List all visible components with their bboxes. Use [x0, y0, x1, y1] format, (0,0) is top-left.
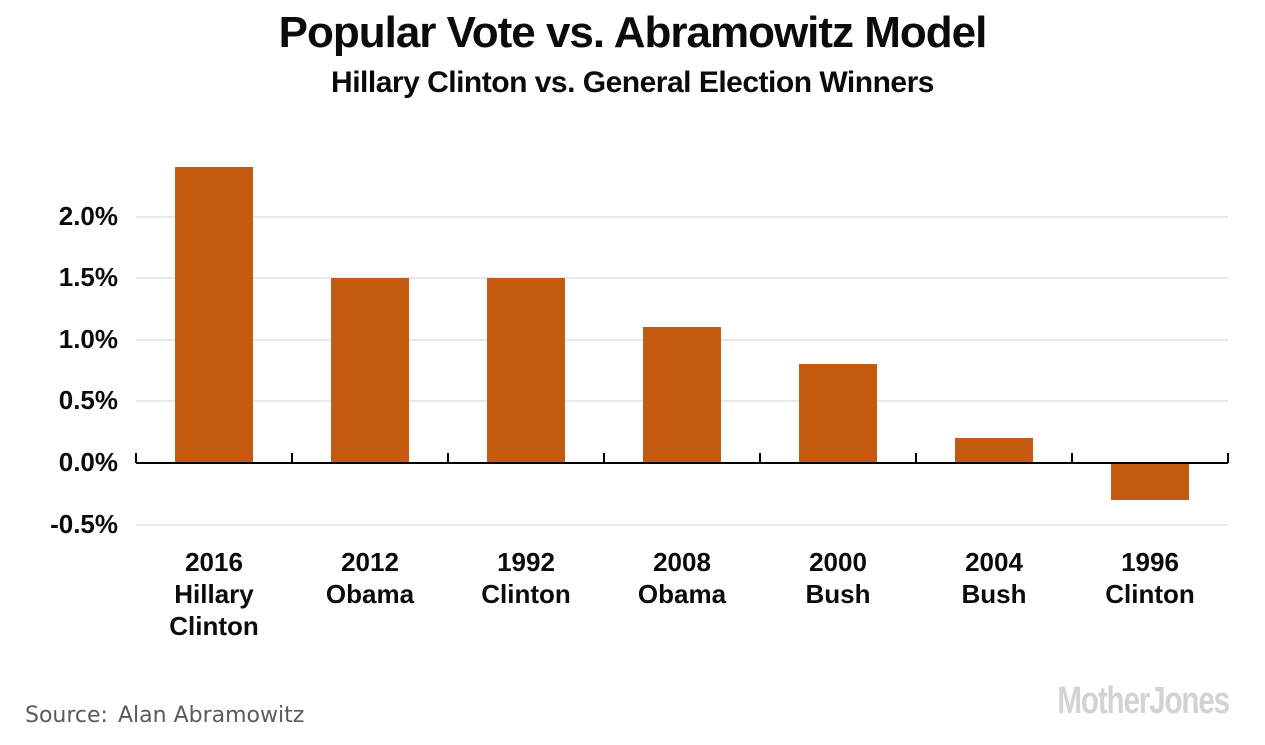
chart-header: Popular Vote vs. Abramowitz Model Hillar… [0, 8, 1265, 100]
x-axis-tick [759, 453, 761, 463]
x-tick-label-line: 2004 [965, 547, 1023, 577]
x-axis-tick [915, 453, 917, 463]
x-tick-label-line: Bush [961, 579, 1027, 609]
x-tick-label: 2016 Hillary Clinton [136, 546, 292, 642]
y-tick-label: 0.5% [58, 385, 118, 415]
source-line: Source: Alan Abramowitz [25, 703, 304, 728]
x-tick-label-line: 2016 [185, 547, 243, 577]
y-tick-label: 1.5% [58, 262, 118, 292]
x-tick-label: 2012 Obama [292, 546, 448, 610]
x-tick-label-line: 2008 [653, 547, 711, 577]
source-label: Source: [25, 703, 108, 728]
y-tick-label: -0.5% [50, 509, 118, 539]
x-tick-label-line: Clinton [1105, 579, 1195, 609]
x-tick-label-line: Clinton [481, 579, 571, 609]
x-axis-tick [1071, 453, 1073, 463]
bar-2012 [331, 278, 409, 463]
x-tick-label: 2004 Bush [916, 546, 1072, 610]
gridline [136, 277, 1228, 279]
x-tick-label-line: Obama [325, 579, 415, 609]
y-tick-label: 0.0% [58, 447, 118, 477]
gridline [136, 524, 1228, 526]
y-tick-label: 1.0% [58, 324, 118, 354]
x-tick-label: 1992 Clinton [448, 546, 604, 610]
x-tick-label-line: 1992 [497, 547, 555, 577]
x-tick-label-line: 2012 [341, 547, 399, 577]
bar-2000 [799, 364, 877, 463]
bar-2008 [643, 327, 721, 463]
chart-subtitle: Hillary Clinton vs. General Election Win… [331, 65, 934, 99]
source-value: Alan Abramowitz [117, 703, 305, 728]
mother-jones-logo: MotherJones [1057, 680, 1230, 722]
x-tick-label-line: 1996 [1121, 547, 1179, 577]
x-tick-label: 2000 Bush [760, 546, 916, 610]
bar-1992 [487, 278, 565, 463]
bar-2004 [955, 438, 1033, 463]
x-axis-line [136, 462, 1228, 464]
y-tick-label: 2.0% [58, 201, 118, 231]
gridline [136, 216, 1228, 218]
x-axis-tick [291, 453, 293, 463]
x-axis-tick [603, 453, 605, 463]
x-tick-label-line: Hillary [174, 579, 254, 609]
x-tick-label-line: Bush [805, 579, 871, 609]
bar-2016 [175, 167, 253, 463]
x-axis-tick [447, 453, 449, 463]
x-tick-label-line: Clinton [169, 611, 259, 641]
x-tick-label: 1996 Clinton [1072, 546, 1228, 610]
x-tick-label-line: Obama [637, 579, 727, 609]
x-tick-label-line: 2000 [809, 547, 867, 577]
x-tick-label: 2008 Obama [604, 546, 760, 610]
x-axis-tick [1227, 453, 1229, 463]
chart-title: Popular Vote vs. Abramowitz Model [278, 8, 988, 57]
x-axis-tick [135, 453, 137, 463]
bar-1996 [1111, 463, 1189, 500]
